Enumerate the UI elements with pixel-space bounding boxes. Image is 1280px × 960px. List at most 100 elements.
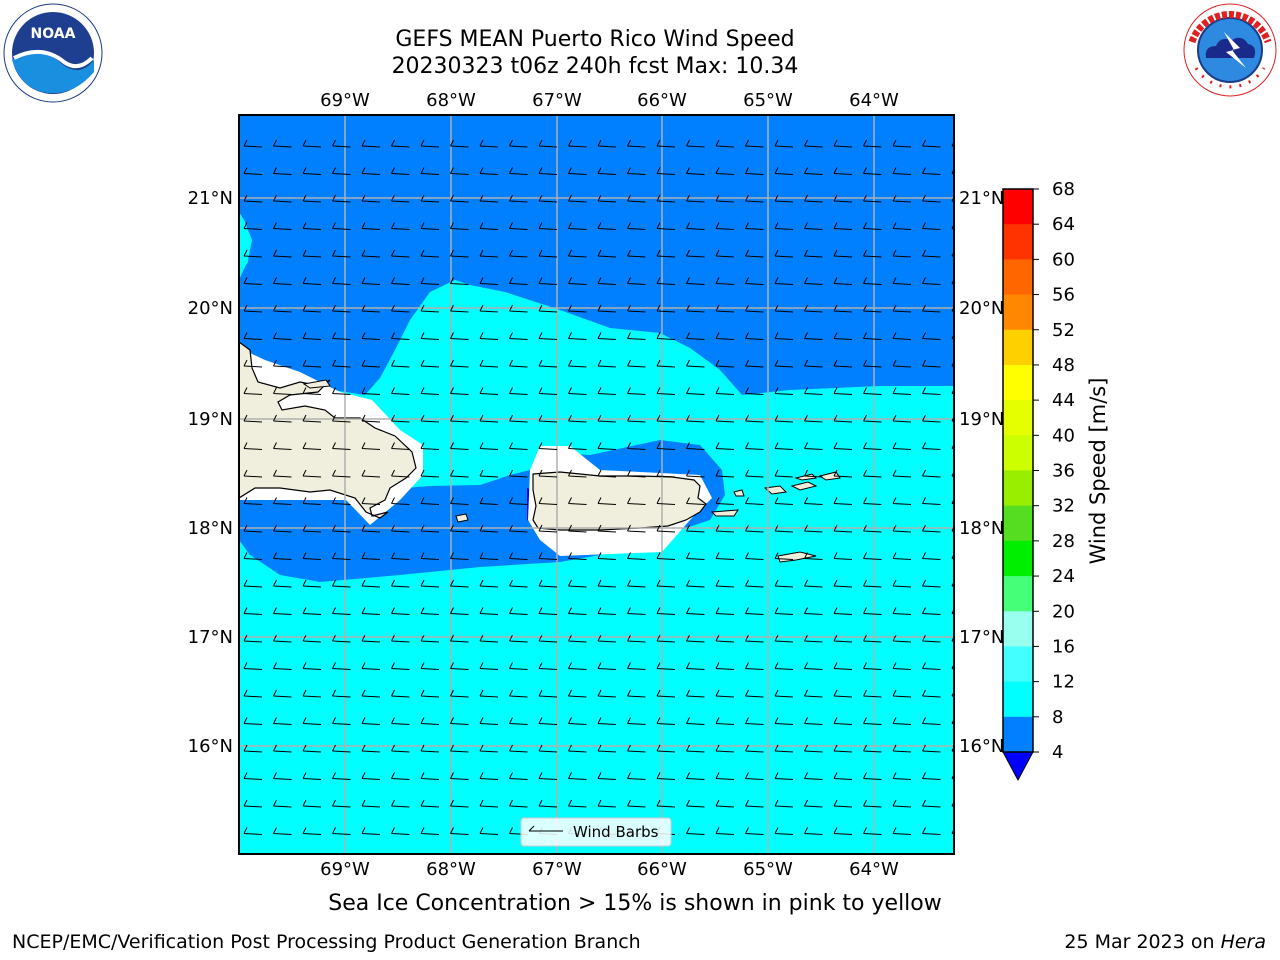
wind-barb [597, 469, 617, 478]
wind-barb [361, 497, 381, 505]
wind-barb [863, 249, 882, 258]
wind-barb [745, 167, 764, 175]
wind-barb [243, 497, 263, 505]
wind-barb [509, 552, 528, 560]
wind-barb [538, 662, 558, 670]
wind-barb [863, 579, 882, 588]
wind-barb [273, 442, 292, 450]
wind-barb [804, 469, 823, 478]
wind-barb [774, 524, 794, 533]
colorbar-tick-label: 24 [1052, 566, 1075, 587]
wind-barb [715, 524, 735, 533]
wind-barb [391, 689, 410, 698]
wind-barb [302, 414, 322, 423]
wind-barb [361, 634, 381, 643]
wind-barb [597, 799, 617, 808]
wind-barb [597, 249, 617, 258]
map-subtitle: 20230323 t06z 240h fcst Max: 10.34 [391, 54, 799, 79]
wind-barb [420, 772, 440, 780]
wind-barb [804, 579, 823, 588]
wind-barb [745, 772, 764, 780]
wind-barb [833, 772, 853, 780]
wind-barb [833, 442, 853, 450]
wind-barb [686, 524, 705, 533]
wind-barb [863, 634, 882, 643]
wind-barb [420, 827, 440, 835]
wind-barb [509, 744, 528, 753]
wind-barb [922, 772, 941, 780]
wind-barb [302, 277, 322, 285]
nws-logo [1183, 3, 1277, 97]
ocean-cyan-patch-west [239, 212, 250, 276]
wind-barb [892, 194, 912, 203]
wind-barb [745, 689, 764, 698]
wind-barb [420, 579, 440, 588]
wind-barb [597, 662, 617, 670]
wind-barb [361, 689, 381, 698]
wind-barb [391, 607, 410, 615]
wind-barb [243, 414, 263, 423]
wind-barb [538, 607, 558, 615]
wind-barb [273, 689, 292, 698]
wind-barb [804, 139, 823, 148]
wind-barb [391, 304, 410, 313]
wind-barb [656, 772, 676, 780]
wind-barb [863, 799, 882, 808]
wind-barb [804, 607, 823, 615]
wind-barb [243, 552, 263, 560]
wind-barb [391, 662, 410, 670]
wind-barb [715, 442, 735, 450]
wind-barb [804, 387, 823, 395]
wind-barb [833, 167, 853, 175]
wind-barb [745, 634, 764, 643]
wind-barb [774, 744, 794, 753]
wind-barb [922, 827, 941, 835]
colorbar-band [1003, 470, 1033, 507]
wind-barb [450, 799, 469, 808]
wind-barb [391, 579, 410, 588]
wind-barb [361, 332, 381, 340]
wind-barb [922, 634, 941, 643]
wind-barb [863, 607, 882, 615]
wind-barb [302, 167, 322, 175]
wind-barb [568, 744, 587, 753]
wind-barb [715, 414, 735, 423]
wind-barb [715, 194, 735, 203]
wind-barb [627, 442, 646, 450]
wind-barb [774, 634, 794, 643]
land-virgin-islands [302, 379, 841, 563]
colorbar-band [1003, 259, 1033, 296]
wind-barb [922, 497, 941, 505]
wind-barb [509, 387, 528, 395]
wind-barb [420, 634, 440, 643]
wind-barb [922, 717, 941, 725]
lon-label-bottom-65w: 65°W [743, 859, 793, 880]
wind-barb [804, 222, 823, 230]
wind-barb [332, 772, 351, 780]
wind-barb [892, 222, 912, 230]
wind-barb [450, 359, 469, 368]
wind-barb [509, 634, 528, 643]
wind-barb [745, 717, 764, 725]
wind-barb [804, 799, 823, 808]
wind-barb [332, 689, 351, 698]
wind-barb [509, 167, 528, 175]
wind-barb [479, 717, 499, 725]
wind-barb [332, 717, 351, 725]
wind-barb [302, 387, 322, 395]
wind-barb [243, 442, 263, 450]
wind-barb [863, 524, 882, 533]
footer-date-host: 25 Mar 2023 on Hera [1064, 931, 1266, 953]
wind-barb [804, 524, 823, 533]
wind-barb [922, 552, 941, 560]
wind-barb [774, 607, 794, 615]
wind-barb [568, 497, 587, 505]
wind-barb [686, 359, 705, 368]
wind-barb [715, 167, 735, 175]
wind-barb [863, 442, 882, 450]
lon-label-bottom-67w: 67°W [532, 859, 582, 880]
wind-barb [332, 827, 351, 835]
wind-barb [479, 332, 499, 340]
wind-barb [273, 277, 292, 285]
wind-barb [332, 277, 351, 285]
